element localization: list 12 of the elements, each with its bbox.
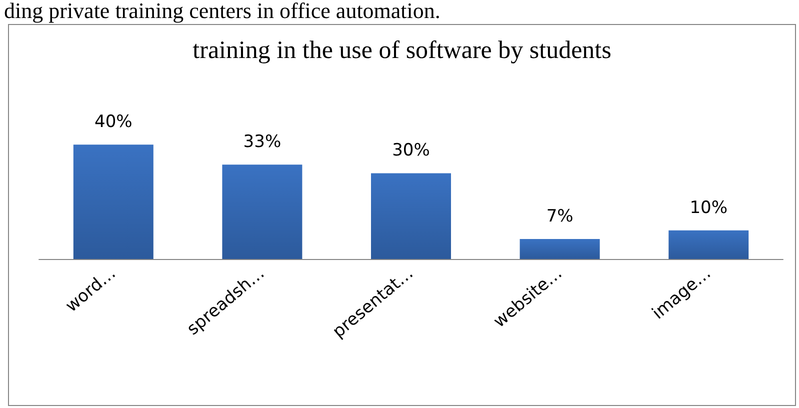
bar <box>73 144 154 259</box>
bar <box>222 164 302 259</box>
chart-title: training in the use of software by students <box>192 37 612 64</box>
data-label: 40% <box>94 112 132 132</box>
bar <box>371 173 451 259</box>
bar <box>520 238 600 259</box>
text: ding private training centers in office automation. <box>4 0 440 23</box>
data-label: 7% <box>546 206 574 226</box>
data-label: 30% <box>392 140 430 161</box>
data-label: 33% <box>243 132 282 152</box>
data-label: 10% <box>690 198 728 218</box>
bar <box>668 230 749 259</box>
